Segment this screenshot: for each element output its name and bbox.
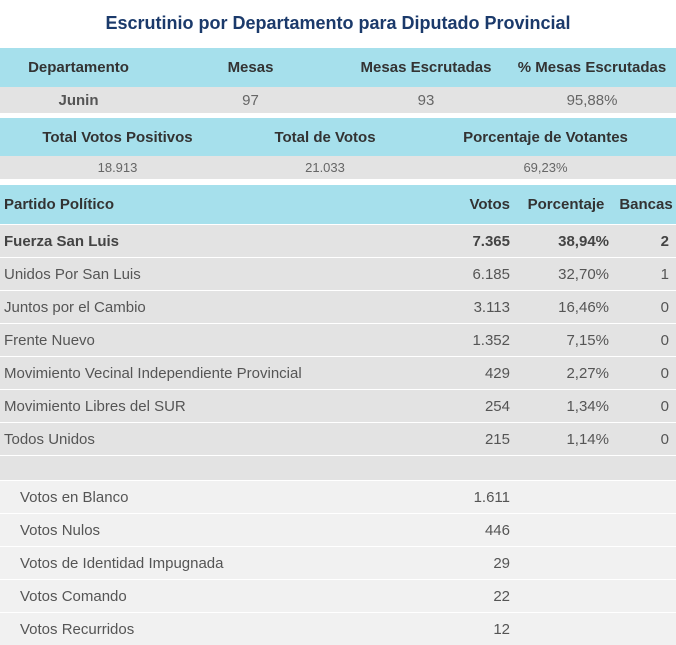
header-porcentaje-votantes: Porcentaje de Votantes bbox=[415, 118, 676, 156]
header-total-de-votos: Total de Votos bbox=[235, 118, 415, 156]
porcentaje-votantes-value: 69,23% bbox=[415, 156, 676, 179]
party-name: Movimiento Vecinal Independiente Provinc… bbox=[0, 357, 454, 390]
party-votes: 254 bbox=[454, 390, 516, 423]
party-percent: 32,70% bbox=[516, 258, 616, 291]
totals-table: Total Votos Positivos Total de Votos Por… bbox=[0, 118, 676, 179]
party-votes: 1.352 bbox=[454, 324, 516, 357]
party-seats: 1 bbox=[616, 258, 676, 291]
party-name: Fuerza San Luis bbox=[0, 225, 454, 258]
party-row: Unidos Por San Luis 6.185 32,70% 1 bbox=[0, 258, 676, 291]
summary-header-row: Departamento Mesas Mesas Escrutadas % Me… bbox=[0, 48, 676, 87]
party-row: Frente Nuevo 1.352 7,15% 0 bbox=[0, 324, 676, 357]
other-votes-row: Votos Comando 22 bbox=[0, 580, 676, 613]
department-summary-table: Departamento Mesas Mesas Escrutadas % Me… bbox=[0, 48, 676, 113]
party-row: Juntos por el Cambio 3.113 16,46% 0 bbox=[0, 291, 676, 324]
other-votes-label: Votos en Blanco bbox=[0, 481, 454, 514]
summary-value-row: Junin 97 93 95,88% bbox=[0, 87, 676, 113]
party-row: Movimiento Libres del SUR 254 1,34% 0 bbox=[0, 390, 676, 423]
party-percent: 38,94% bbox=[516, 225, 616, 258]
header-votos: Votos bbox=[454, 185, 516, 225]
other-votes-label: Votos de Identidad Impugnada bbox=[0, 547, 454, 580]
party-name: Juntos por el Cambio bbox=[0, 291, 454, 324]
party-votes: 6.185 bbox=[454, 258, 516, 291]
spacer-row bbox=[0, 456, 676, 481]
mesas-escrutadas-value: 93 bbox=[344, 87, 508, 113]
other-votes-value: 29 bbox=[454, 547, 516, 580]
party-seats: 0 bbox=[616, 291, 676, 324]
other-votes-row: Votos Recurridos 12 bbox=[0, 613, 676, 645]
party-seats: 0 bbox=[616, 390, 676, 423]
header-mesas-escrutadas: Mesas Escrutadas bbox=[344, 48, 508, 87]
header-total-votos-positivos: Total Votos Positivos bbox=[0, 118, 235, 156]
party-name: Frente Nuevo bbox=[0, 324, 454, 357]
results-table: Partido Político Votos Porcentaje Bancas… bbox=[0, 185, 676, 645]
other-votes-label: Votos Comando bbox=[0, 580, 454, 613]
other-votes-value: 22 bbox=[454, 580, 516, 613]
party-seats: 0 bbox=[616, 324, 676, 357]
party-name: Todos Unidos bbox=[0, 423, 454, 456]
party-votes: 3.113 bbox=[454, 291, 516, 324]
party-row: Todos Unidos 215 1,14% 0 bbox=[0, 423, 676, 456]
party-row: Movimiento Vecinal Independiente Provinc… bbox=[0, 357, 676, 390]
header-porcentaje: Porcentaje bbox=[516, 185, 616, 225]
party-percent: 1,34% bbox=[516, 390, 616, 423]
party-seats: 0 bbox=[616, 357, 676, 390]
party-percent: 1,14% bbox=[516, 423, 616, 456]
header-pct-mesas-escrutadas: % Mesas Escrutadas bbox=[508, 48, 676, 87]
other-votes-value: 1.611 bbox=[454, 481, 516, 514]
party-votes: 429 bbox=[454, 357, 516, 390]
page-title: Escrutinio por Departamento para Diputad… bbox=[0, 0, 676, 48]
other-votes-value: 12 bbox=[454, 613, 516, 645]
other-votes-label: Votos Nulos bbox=[0, 514, 454, 547]
party-seats: 0 bbox=[616, 423, 676, 456]
department-name: Junin bbox=[0, 87, 157, 113]
mesas-value: 97 bbox=[157, 87, 344, 113]
total-votos-positivos-value: 18.913 bbox=[0, 156, 235, 179]
results-header-row: Partido Político Votos Porcentaje Bancas bbox=[0, 185, 676, 225]
pct-mesas-escrutadas-value: 95,88% bbox=[508, 87, 676, 113]
other-votes-label: Votos Recurridos bbox=[0, 613, 454, 645]
header-partido-politico: Partido Político bbox=[0, 185, 454, 225]
party-percent: 2,27% bbox=[516, 357, 616, 390]
other-votes-value: 446 bbox=[454, 514, 516, 547]
party-votes: 7.365 bbox=[454, 225, 516, 258]
party-percent: 16,46% bbox=[516, 291, 616, 324]
header-mesas: Mesas bbox=[157, 48, 344, 87]
totals-value-row: 18.913 21.033 69,23% bbox=[0, 156, 676, 179]
totals-header-row: Total Votos Positivos Total de Votos Por… bbox=[0, 118, 676, 156]
party-seats: 2 bbox=[616, 225, 676, 258]
party-name: Unidos Por San Luis bbox=[0, 258, 454, 291]
party-name: Movimiento Libres del SUR bbox=[0, 390, 454, 423]
header-bancas: Bancas bbox=[616, 185, 676, 225]
party-row: Fuerza San Luis 7.365 38,94% 2 bbox=[0, 225, 676, 258]
other-votes-row: Votos Nulos 446 bbox=[0, 514, 676, 547]
party-votes: 215 bbox=[454, 423, 516, 456]
total-de-votos-value: 21.033 bbox=[235, 156, 415, 179]
header-departamento: Departamento bbox=[0, 48, 157, 87]
other-votes-row: Votos en Blanco 1.611 bbox=[0, 481, 676, 514]
party-percent: 7,15% bbox=[516, 324, 616, 357]
other-votes-row: Votos de Identidad Impugnada 29 bbox=[0, 547, 676, 580]
